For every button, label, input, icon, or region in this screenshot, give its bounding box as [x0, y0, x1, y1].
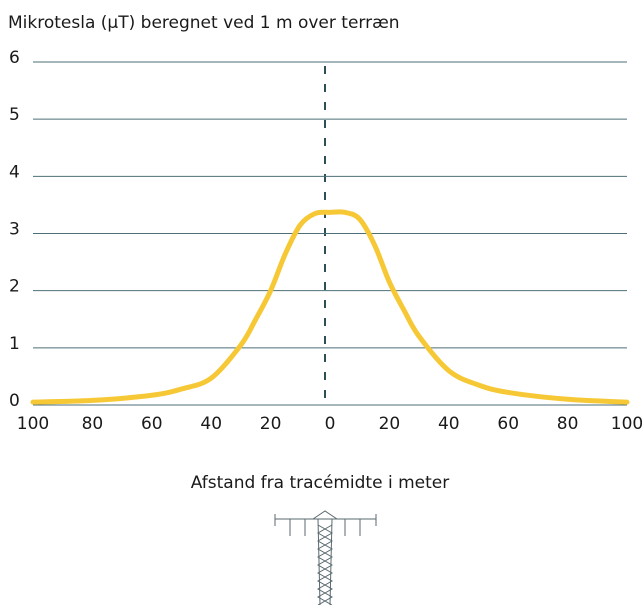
y-tick-label: 1: [9, 334, 20, 354]
x-tick-label: 20: [260, 414, 282, 434]
y-tick-label: 4: [9, 162, 20, 182]
x-tick-label: 60: [141, 414, 163, 434]
x-tick-label: 100: [17, 414, 49, 434]
y-tick-label: 3: [9, 220, 20, 240]
chart-title: Mikrotesla (µT) beregnet ved 1 m over te…: [8, 13, 400, 33]
x-tick-label: 100: [611, 414, 642, 434]
x-tick-label: 20: [379, 414, 401, 434]
x-axis-label: Afstand fra tracémidte i meter: [191, 473, 449, 493]
y-tick-label: 2: [9, 277, 20, 297]
x-tick-label: 40: [438, 414, 460, 434]
x-tick-label: 80: [82, 414, 104, 434]
line-series: [30, 209, 630, 405]
x-tick-label: 0: [325, 414, 336, 434]
x-tick-label: 60: [497, 414, 519, 434]
x-tick-label: 80: [557, 414, 579, 434]
y-tick-label: 5: [9, 105, 20, 125]
pylon-icon: [274, 510, 377, 605]
y-tick-label: 0: [9, 391, 20, 411]
y-tick-label: 6: [9, 48, 20, 68]
x-tick-label: 40: [200, 414, 222, 434]
